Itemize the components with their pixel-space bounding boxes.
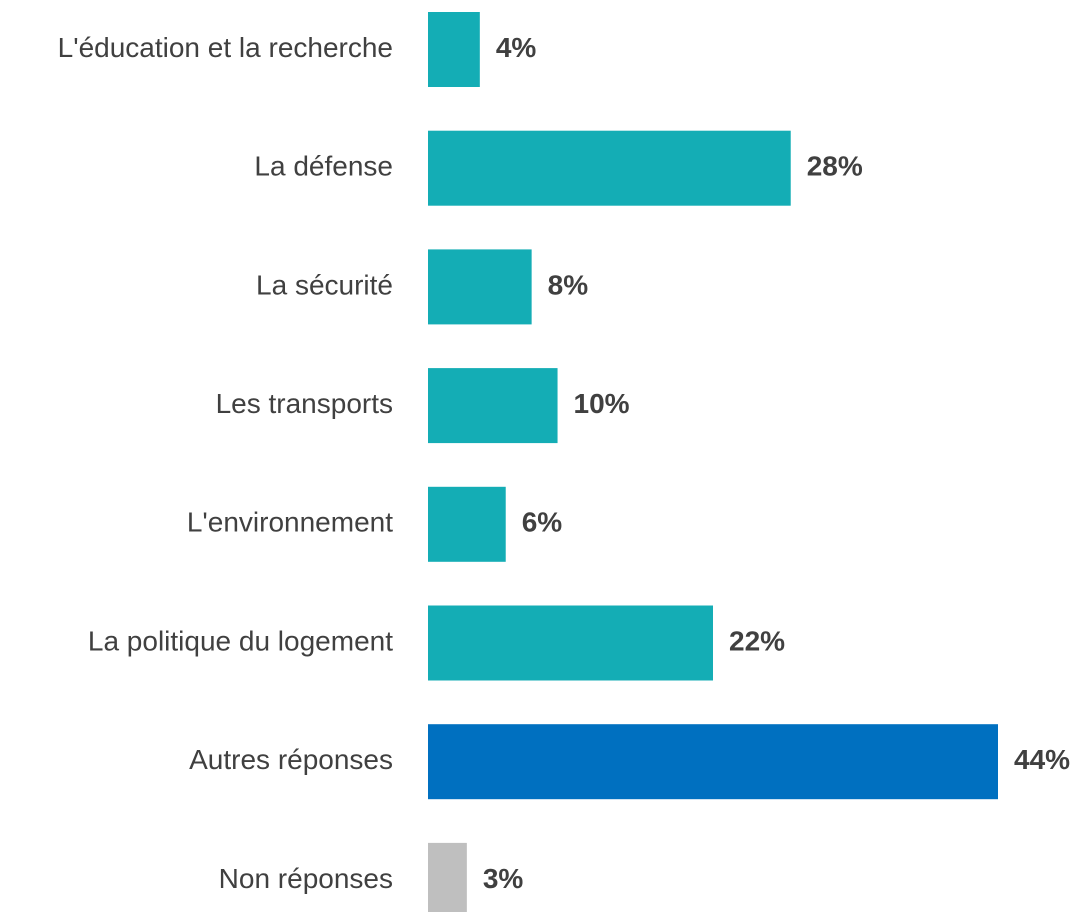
category-label: La défense <box>254 151 393 182</box>
category-label: L'environnement <box>187 507 393 538</box>
bar <box>428 842 467 912</box>
value-label: 8% <box>548 269 589 300</box>
value-label: 6% <box>522 507 563 538</box>
bar <box>428 249 532 325</box>
bar <box>428 605 713 681</box>
value-label: 3% <box>483 863 524 894</box>
bar <box>428 724 998 800</box>
category-label: La politique du logement <box>88 625 393 656</box>
bar <box>428 368 558 444</box>
value-label: 10% <box>574 388 630 419</box>
value-label: 28% <box>807 151 863 182</box>
value-label: 4% <box>496 32 537 63</box>
category-label: La sécurité <box>256 269 393 300</box>
category-label: L'éducation et la recherche <box>58 32 393 63</box>
category-label: Non réponses <box>219 863 393 894</box>
bar <box>428 12 480 87</box>
category-label: Autres réponses <box>189 744 393 775</box>
bar <box>428 486 506 562</box>
value-label: 44% <box>1014 744 1070 775</box>
bar <box>428 130 791 206</box>
category-label: Les transports <box>216 388 393 419</box>
value-label: 22% <box>729 625 785 656</box>
